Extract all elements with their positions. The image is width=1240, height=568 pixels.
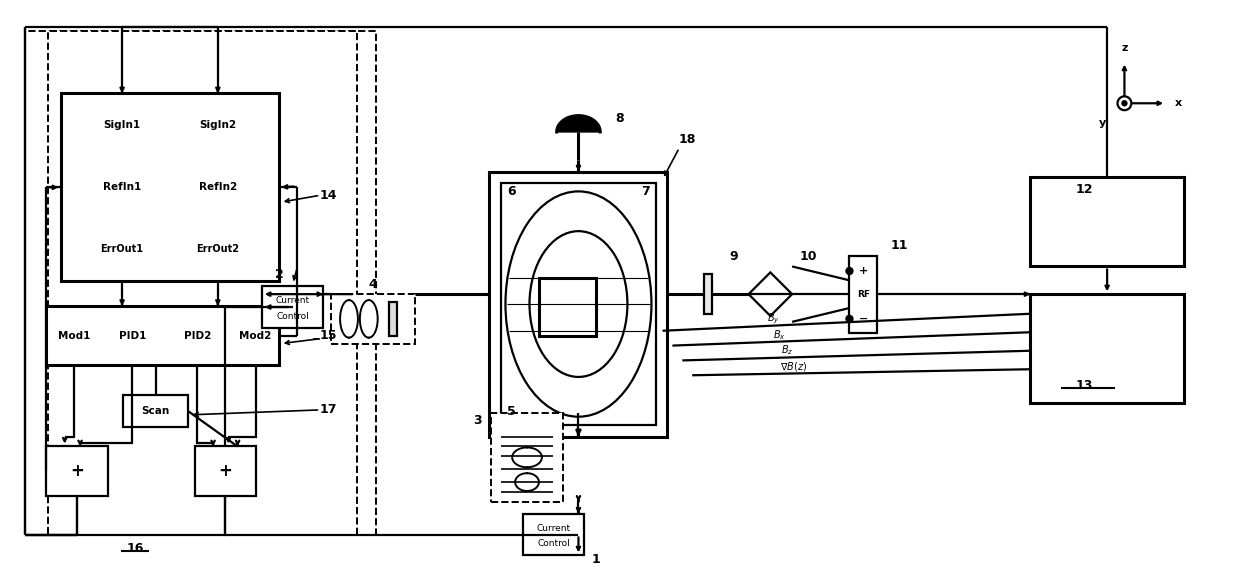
- Text: 7: 7: [641, 185, 650, 198]
- Text: −: −: [858, 314, 868, 324]
- Circle shape: [846, 315, 853, 322]
- Text: 18: 18: [678, 133, 696, 147]
- Text: PID1: PID1: [119, 331, 146, 341]
- Bar: [501, 183, 656, 425]
- Text: $B_y$: $B_y$: [766, 311, 779, 326]
- Text: 1: 1: [591, 553, 600, 566]
- Bar: [523, 513, 584, 556]
- Bar: [262, 286, 324, 328]
- Text: SigIn1: SigIn1: [103, 120, 140, 130]
- Text: $B_x$: $B_x$: [774, 328, 786, 341]
- Text: +: +: [858, 266, 868, 276]
- Text: RefIn2: RefIn2: [198, 182, 237, 193]
- Text: 11: 11: [890, 239, 908, 252]
- Text: PID2: PID2: [184, 331, 211, 341]
- Bar: [25, 31, 376, 536]
- Text: ErrOut2: ErrOut2: [196, 244, 239, 254]
- Polygon shape: [749, 273, 792, 316]
- Bar: [704, 274, 712, 314]
- Bar: [491, 413, 563, 502]
- Text: Current: Current: [537, 524, 570, 533]
- Text: Scan: Scan: [141, 406, 170, 416]
- Text: +: +: [218, 462, 232, 480]
- Polygon shape: [557, 116, 600, 132]
- Text: 16: 16: [126, 542, 144, 555]
- Bar: [1030, 294, 1184, 403]
- Bar: [388, 302, 398, 336]
- Text: Control: Control: [537, 539, 570, 548]
- Bar: [46, 306, 279, 365]
- Text: 14: 14: [320, 189, 337, 202]
- Text: 3: 3: [474, 414, 482, 427]
- Bar: [490, 172, 667, 437]
- Text: 8: 8: [616, 111, 624, 124]
- Bar: [849, 256, 877, 333]
- Text: 12: 12: [1075, 183, 1092, 196]
- Bar: [46, 446, 108, 496]
- Text: $B_z$: $B_z$: [780, 344, 792, 357]
- Text: $\nabla B(z)$: $\nabla B(z)$: [780, 360, 807, 373]
- Text: 4: 4: [368, 278, 378, 291]
- Text: RF: RF: [857, 290, 869, 299]
- Text: Current: Current: [275, 296, 310, 305]
- Text: 6: 6: [507, 185, 516, 198]
- Text: 13: 13: [1075, 379, 1092, 392]
- Circle shape: [846, 268, 853, 274]
- Text: Mod1: Mod1: [58, 331, 91, 341]
- Text: x: x: [1176, 98, 1183, 108]
- Bar: [331, 294, 415, 344]
- Text: 9: 9: [729, 250, 738, 263]
- Text: 5: 5: [507, 406, 516, 419]
- Bar: [195, 446, 255, 496]
- Text: 15: 15: [320, 329, 337, 342]
- Text: SigIn2: SigIn2: [200, 120, 237, 130]
- Bar: [48, 31, 357, 536]
- Text: RefIn1: RefIn1: [103, 182, 141, 193]
- Text: Mod2: Mod2: [239, 331, 272, 341]
- Text: +: +: [69, 462, 84, 480]
- Bar: [1030, 177, 1184, 266]
- Bar: [61, 93, 279, 281]
- Bar: [124, 395, 187, 427]
- Text: ErrOut1: ErrOut1: [100, 244, 144, 254]
- Text: 10: 10: [799, 250, 817, 263]
- Text: 2: 2: [275, 268, 284, 281]
- Text: 17: 17: [320, 403, 337, 416]
- Text: z: z: [1121, 43, 1127, 53]
- Circle shape: [1122, 101, 1127, 106]
- Text: y: y: [1099, 118, 1106, 128]
- Bar: [539, 278, 596, 336]
- Text: Control: Control: [277, 312, 309, 321]
- Circle shape: [1117, 97, 1131, 110]
